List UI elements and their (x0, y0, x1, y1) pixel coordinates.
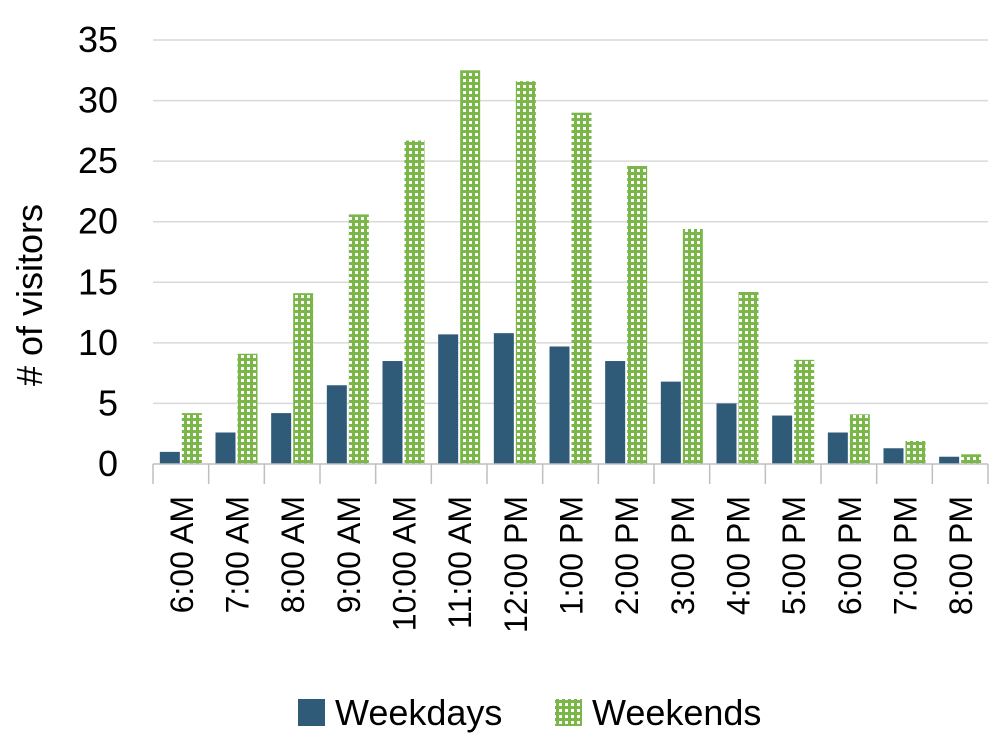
x-tick-label: 5:00 PM (776, 496, 812, 615)
x-tick-label: 8:00 PM (943, 496, 979, 615)
bar-weekdays[interactable] (493, 333, 514, 464)
y-tick-label: 15 (78, 261, 118, 302)
y-tick-label: 5 (98, 382, 118, 423)
y-tick-label: 10 (78, 322, 118, 363)
bar-weekdays[interactable] (438, 334, 459, 464)
x-tick-label: 11:00 AM (442, 496, 478, 629)
bar-weekdays[interactable] (827, 432, 848, 464)
bar-weekends[interactable] (404, 140, 425, 464)
gridlines (153, 39, 988, 405)
bar-weekends[interactable] (293, 293, 314, 464)
bar-weekends[interactable] (738, 291, 759, 464)
legend[interactable]: Weekdays Weekends (298, 692, 761, 733)
bar-weekdays[interactable] (660, 381, 681, 464)
bar-weekdays[interactable] (883, 448, 904, 464)
y-tick-label: 25 (78, 140, 118, 181)
bar-weekends[interactable] (460, 70, 481, 465)
x-tick-label: 4:00 PM (721, 496, 757, 615)
y-tick-label: 30 (78, 80, 118, 121)
bar-weekends[interactable] (181, 413, 202, 464)
bar-weekdays[interactable] (772, 415, 793, 464)
x-tick-label: 6:00 AM (164, 496, 200, 613)
bars (159, 70, 982, 465)
bar-weekdays[interactable] (716, 403, 737, 464)
bar-weekends[interactable] (682, 228, 703, 464)
bar-weekends[interactable] (348, 214, 369, 464)
bar-weekends[interactable] (961, 454, 982, 464)
bar-weekends[interactable] (515, 81, 536, 464)
legend-swatch-weekends[interactable] (555, 699, 582, 726)
x-tick-label: 12:00 PM (498, 496, 534, 633)
bar-weekdays[interactable] (215, 432, 236, 464)
axes: 0 5 10 15 20 25 30 35 6:00 AM 7:00 AM 8:00 AM 9:00 … (78, 19, 989, 633)
x-tick-label: 3:00 PM (665, 496, 701, 615)
bar-weekends[interactable] (237, 353, 258, 464)
bar-weekdays[interactable] (605, 361, 626, 464)
bar-weekdays[interactable] (382, 361, 403, 464)
y-tick-label: 20 (78, 201, 118, 242)
bar-weekends[interactable] (905, 440, 926, 464)
x-tick-label: 6:00 PM (832, 496, 868, 615)
bar-weekdays[interactable] (271, 413, 292, 464)
bar-weekdays[interactable] (939, 456, 960, 464)
y-axis-label: # of visitors (9, 204, 50, 386)
x-tick-label: 1:00 PM (554, 496, 590, 615)
bar-weekdays[interactable] (326, 385, 347, 464)
legend-label-weekdays[interactable]: Weekdays (335, 692, 502, 733)
bar-weekends[interactable] (794, 359, 815, 464)
legend-label-weekends[interactable]: Weekends (592, 692, 761, 733)
legend-swatch-weekdays[interactable] (298, 699, 325, 726)
x-tick-label: 10:00 AM (387, 496, 423, 631)
bar-weekdays[interactable] (159, 451, 180, 464)
y-tick-label: 35 (78, 19, 118, 60)
x-tick-label: 2:00 PM (609, 496, 645, 615)
x-tick-label: 8:00 AM (275, 496, 311, 613)
bar-weekends[interactable] (849, 414, 870, 464)
x-tick-label: 7:00 AM (220, 496, 256, 613)
x-tick-label: 7:00 PM (888, 496, 924, 615)
bar-weekends[interactable] (571, 112, 592, 464)
y-tick-label: 0 (98, 443, 118, 484)
bar-weekdays[interactable] (549, 346, 570, 464)
bar-weekends[interactable] (627, 165, 648, 464)
x-tick-label: 9:00 AM (331, 496, 367, 613)
